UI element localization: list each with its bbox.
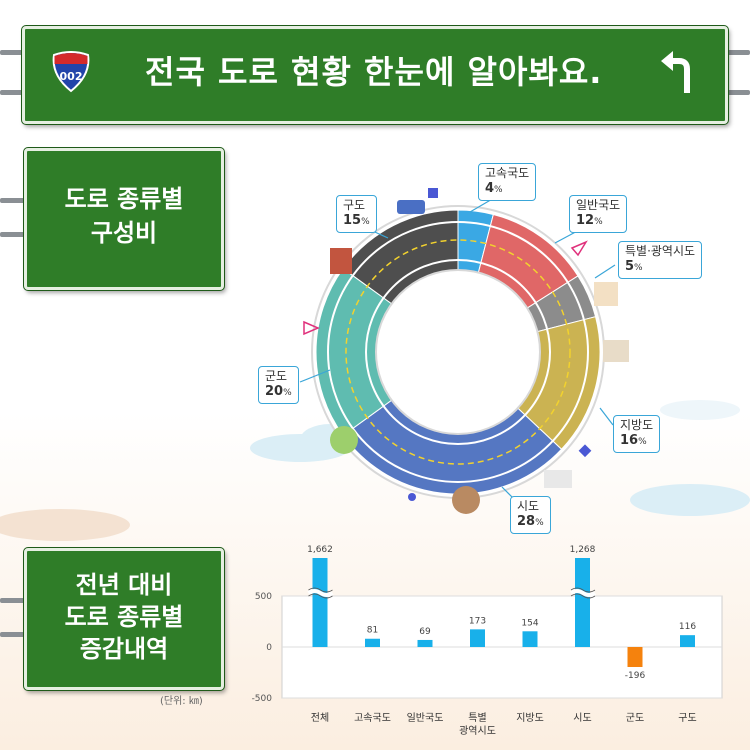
car-icon	[397, 200, 425, 214]
bus-icon	[603, 340, 629, 362]
y-tick-label: 0	[266, 643, 272, 653]
truck-icon	[544, 470, 572, 488]
sign-post	[0, 632, 26, 637]
lane-center-line	[345, 239, 571, 465]
value-label: 1,662	[307, 545, 333, 555]
sign-post	[0, 50, 24, 55]
leader-line	[599, 407, 614, 426]
change-line1: 전년 대비	[75, 571, 173, 599]
x-tick-label: 광역시도	[459, 725, 496, 737]
house-icon	[594, 282, 618, 306]
label-city-road: 시도 28%	[510, 496, 551, 534]
label-expressway: 고속국도 4%	[478, 163, 537, 201]
axis-break-icon	[569, 589, 597, 597]
pointer-icon	[570, 240, 588, 257]
axis-break-line	[308, 587, 333, 599]
lane-line-inner	[365, 259, 551, 445]
sign-post	[0, 90, 24, 95]
cloud	[660, 400, 740, 420]
label-district-road: 구도 15%	[336, 195, 377, 233]
sign-post	[0, 232, 26, 237]
composition-sign: 도로 종류별 구성비	[24, 148, 224, 290]
label-provincial-road: 지방도 16%	[613, 415, 661, 453]
value-label: 69	[419, 627, 431, 637]
change-line3: 증감내역	[79, 635, 169, 663]
turn-left-arrow-icon	[661, 51, 690, 93]
road-composition-donut	[299, 188, 629, 514]
bar-3	[470, 629, 485, 647]
change-sign: 전년 대비 도로 종류별 증감내역	[24, 548, 224, 690]
x-tick-label: 고속국도	[354, 712, 391, 724]
composition-line2: 구성비	[90, 219, 158, 247]
bar-4	[522, 631, 538, 647]
flag-icon	[408, 493, 416, 501]
change-line2: 도로 종류별	[64, 603, 184, 631]
bar-0	[312, 558, 328, 647]
axis-break-icon	[307, 589, 334, 597]
page-title: 전국 도로 현황 한눈에 알아봐요.	[145, 53, 603, 91]
bar-6	[627, 647, 643, 667]
pointer-icon	[303, 320, 320, 336]
sign-post	[722, 90, 750, 95]
unit-label: (단위: ㎞)	[160, 696, 203, 707]
x-tick-label: 군도	[626, 712, 644, 724]
car-front-icon	[452, 486, 480, 514]
donut-hole	[375, 269, 541, 435]
label-county-road: 군도 20%	[258, 366, 299, 404]
axis-break-line	[570, 587, 596, 599]
bar-1	[365, 638, 380, 647]
flag-icon	[428, 188, 438, 198]
title-sign: 002 전국 도로 현황 한눈에 알아봐요.	[22, 26, 728, 124]
label-national-road: 일반국도 12%	[569, 195, 628, 233]
leader-line	[299, 369, 331, 383]
value-label: -196	[625, 671, 646, 681]
cloud	[630, 484, 750, 516]
value-label: 81	[367, 626, 378, 636]
x-tick-label: 시도	[573, 712, 591, 724]
value-label: 1,268	[570, 545, 596, 555]
y-tick-label: 500	[255, 592, 272, 602]
x-tick-label: 전체	[311, 712, 329, 724]
composition-line1: 도로 종류별	[64, 185, 184, 213]
lane-line-outer	[327, 221, 589, 483]
value-label: 116	[679, 622, 696, 632]
bar-7	[680, 635, 695, 647]
value-label: 173	[469, 616, 486, 626]
x-tick-label: 일반국도	[407, 712, 444, 724]
sign-post	[722, 50, 750, 55]
cloud	[0, 509, 130, 541]
x-tick-label: 특별	[468, 712, 486, 724]
leader-line	[594, 264, 616, 279]
sign-post	[0, 598, 26, 603]
bus-front-icon	[330, 426, 358, 454]
y-tick-label: -500	[252, 694, 273, 704]
bar-5	[575, 558, 590, 647]
bar-2	[417, 639, 433, 647]
house-icon	[330, 248, 352, 274]
value-label: 154	[521, 618, 538, 628]
x-tick-label: 구도	[678, 713, 696, 724]
label-metro-road: 특별·광역시도 5%	[618, 241, 703, 279]
shield-number: 002	[60, 70, 83, 83]
highway-shield-icon: 002	[52, 51, 90, 93]
sign-post	[0, 198, 26, 203]
x-tick-label: 지방도	[516, 712, 544, 724]
